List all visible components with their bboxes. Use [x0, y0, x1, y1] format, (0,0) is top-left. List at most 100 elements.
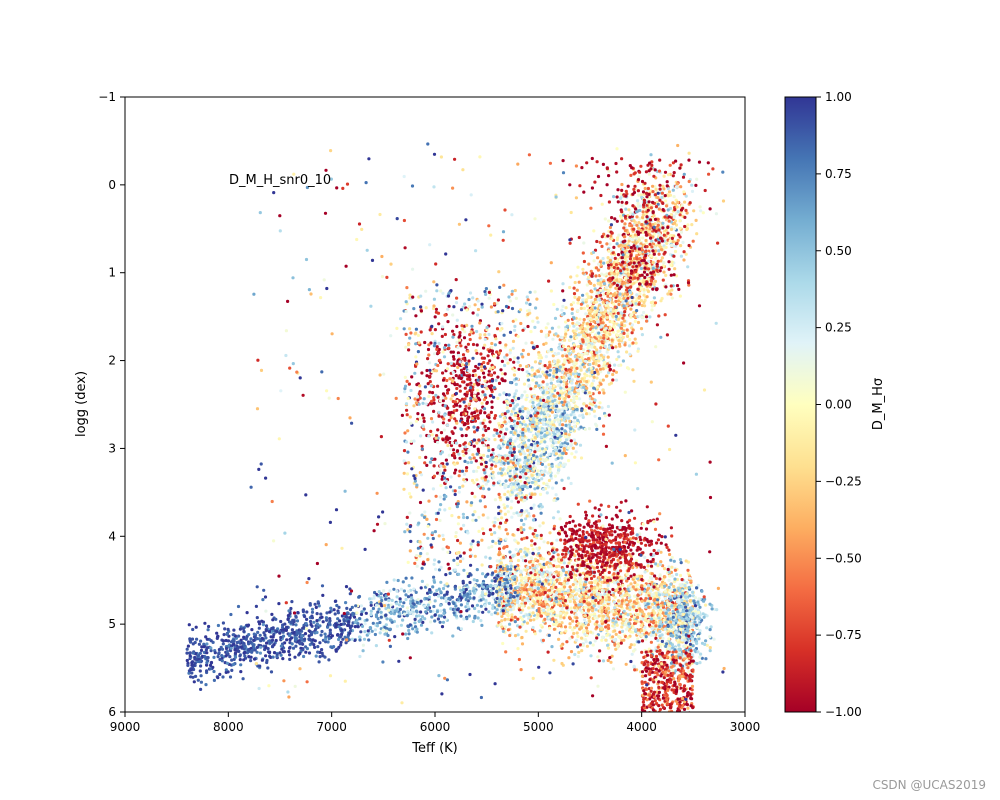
data-point	[493, 611, 497, 615]
data-point	[358, 635, 362, 639]
data-point	[608, 225, 613, 230]
data-point	[517, 657, 522, 662]
data-point	[509, 561, 513, 565]
data-point	[601, 659, 606, 663]
data-point	[407, 632, 411, 636]
data-point	[639, 629, 644, 633]
data-point	[544, 578, 548, 582]
data-point	[671, 650, 675, 654]
data-point	[564, 367, 568, 371]
data-point	[519, 590, 523, 594]
data-point	[659, 560, 663, 564]
data-point	[693, 620, 697, 624]
data-point	[677, 647, 681, 651]
data-point	[305, 610, 309, 614]
data-point	[192, 680, 196, 684]
data-point	[395, 595, 399, 599]
data-point	[225, 632, 229, 637]
data-point	[562, 581, 566, 585]
data-point	[541, 521, 545, 525]
data-point	[630, 562, 634, 566]
data-point	[600, 600, 604, 604]
data-point	[708, 628, 712, 632]
data-point	[522, 595, 526, 599]
data-point	[508, 571, 512, 575]
data-point	[523, 423, 528, 427]
data-point	[393, 635, 397, 639]
data-point	[698, 661, 702, 665]
data-point	[487, 601, 491, 606]
data-point	[670, 565, 674, 569]
data-point	[573, 609, 577, 613]
data-point	[553, 474, 558, 478]
data-point	[191, 642, 195, 646]
data-point	[654, 617, 658, 621]
data-point	[572, 626, 577, 630]
data-point	[678, 294, 683, 298]
data-point	[613, 595, 617, 599]
data-point	[449, 607, 453, 611]
data-point	[568, 419, 572, 423]
data-point	[625, 601, 629, 605]
data-point	[555, 600, 559, 604]
data-point	[617, 599, 621, 603]
data-point	[189, 667, 193, 671]
data-point	[656, 638, 660, 643]
data-point	[396, 578, 400, 583]
data-point	[691, 644, 695, 648]
data-point	[593, 548, 597, 553]
data-point	[241, 627, 246, 631]
data-point	[381, 628, 385, 632]
data-point	[619, 615, 623, 619]
data-point	[513, 591, 517, 595]
data-point	[216, 655, 220, 659]
data-point	[426, 603, 430, 607]
data-point	[693, 596, 698, 600]
data-point	[681, 630, 685, 634]
data-point	[205, 637, 209, 641]
data-point	[583, 614, 588, 618]
data-point	[243, 654, 247, 658]
data-point	[277, 602, 281, 606]
data-point	[682, 602, 686, 606]
data-point	[669, 633, 673, 638]
data-point	[611, 618, 615, 623]
data-point	[574, 578, 578, 582]
data-point	[618, 565, 622, 569]
data-point	[363, 622, 367, 626]
data-point	[596, 278, 600, 283]
data-point	[534, 586, 538, 590]
data-point	[395, 602, 399, 606]
data-point	[697, 603, 701, 607]
data-point	[368, 626, 372, 630]
data-point	[656, 598, 660, 602]
data-point	[673, 577, 677, 581]
data-point	[212, 669, 216, 674]
data-point	[565, 581, 569, 585]
data-point	[654, 345, 658, 349]
data-point	[660, 256, 665, 260]
data-point	[410, 576, 414, 580]
data-point	[506, 599, 510, 603]
data-point	[332, 608, 336, 612]
data-point	[663, 581, 667, 585]
data-point	[587, 615, 591, 619]
data-point	[607, 590, 611, 594]
data-point	[544, 326, 548, 330]
data-point	[578, 414, 582, 418]
data-point	[224, 668, 228, 672]
data-point	[566, 597, 570, 601]
data-point	[406, 589, 411, 594]
data-point	[678, 558, 683, 562]
data-point	[554, 623, 558, 627]
data-point	[209, 667, 213, 671]
data-point	[686, 625, 691, 629]
data-point	[207, 624, 211, 629]
data-point	[314, 605, 318, 610]
data-point	[550, 586, 555, 590]
data-point	[513, 324, 517, 328]
data-point	[191, 651, 196, 655]
data-point	[389, 611, 393, 616]
data-point	[649, 620, 653, 624]
data-point	[672, 559, 676, 563]
